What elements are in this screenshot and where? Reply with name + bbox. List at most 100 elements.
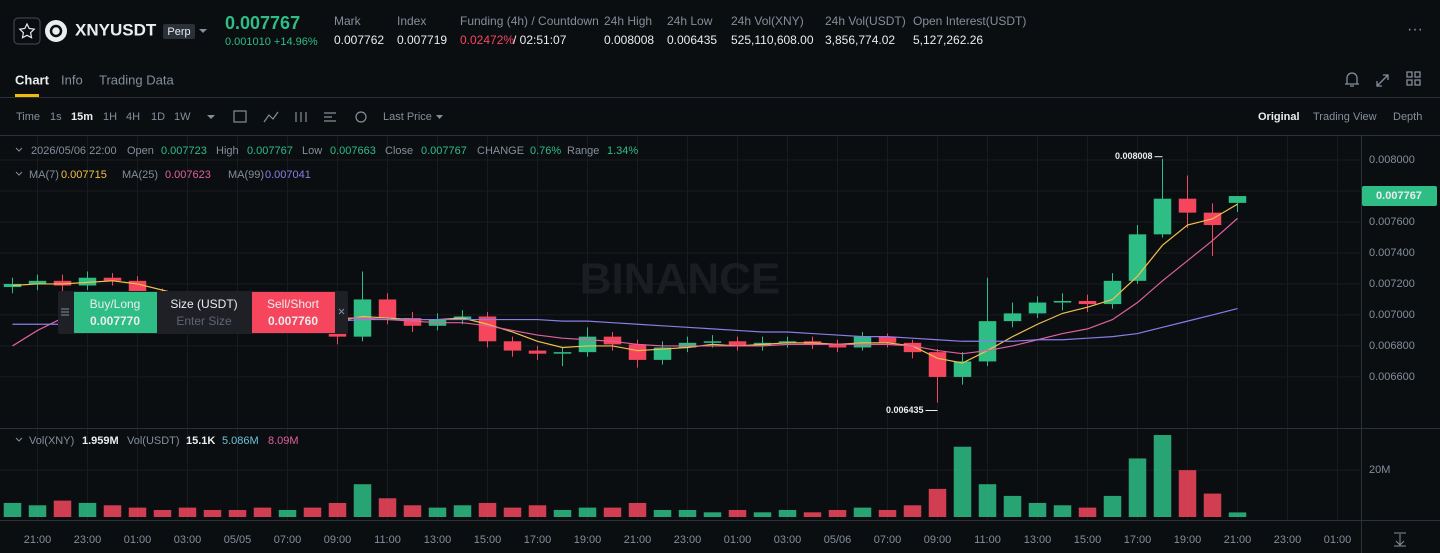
y-tick-label: 0.006600 [1369,371,1415,383]
sell-button[interactable] [252,292,335,333]
interval[interactable]: 15m [71,111,93,123]
candle-body [1003,313,1022,322]
candle-body [1178,198,1197,213]
x-tick-label: 21:00 [24,534,52,546]
collapse-icon[interactable] [15,437,23,442]
interval-caret[interactable] [207,115,215,119]
x-tick-label: 11:00 [374,534,401,546]
active-tab-indicator [15,94,39,97]
buy-button[interactable] [74,292,157,333]
fullscreen-icon[interactable] [1376,74,1389,87]
layout-icon[interactable] [1414,71,1421,78]
favorite-button[interactable] [13,17,41,45]
interval: Time [16,111,40,123]
ma-legend-value: 0.007041 [265,169,311,181]
ma-legend-value: 0.007715 [61,169,107,181]
volume-bar [328,502,347,517]
candle-body [378,299,397,319]
volume-bar [53,500,72,517]
size-input[interactable] [157,292,252,333]
high-annotation: 0.008008 [1115,151,1153,161]
tool-icons [233,110,367,123]
layout-icon[interactable] [1406,79,1413,86]
chart-actions [1345,71,1421,87]
volume-bar [28,505,47,517]
candle-body [778,341,797,343]
x-tick-label: 03:00 [174,534,202,546]
volume-bar [703,512,722,517]
stat-value: 525,110,608.00 [731,33,814,47]
candle-body [703,341,722,343]
x-tick-label: 03:00 [774,534,802,546]
view-option[interactable]: Original [1258,111,1300,123]
symbol-caret[interactable] [199,29,207,33]
layout-icon[interactable] [1406,71,1413,78]
last-price-label: 0.007767 [1376,190,1422,202]
ohlc-info: Close [385,145,413,157]
candle-body [478,316,497,342]
interval[interactable]: 1H [103,111,117,123]
ma-legend-name: MA(25) [122,169,158,181]
volume-bar [528,505,547,517]
price-type-caret[interactable] [436,115,443,119]
buy-price: 0.007770 [90,314,140,328]
x-tick-label: 19:00 [1174,534,1202,546]
interval[interactable]: 1s [50,111,62,123]
view-option[interactable]: Trading View [1313,111,1377,123]
settings-icon[interactable] [324,112,336,122]
volume-bar [678,509,697,517]
candle-body [103,277,122,281]
interval[interactable]: 4H [126,111,140,123]
symbol[interactable]: XNYUSDT [75,20,157,39]
candle-body [1053,300,1072,303]
candle-type-icon[interactable] [295,112,307,122]
interval[interactable]: 1W [174,111,191,123]
x-tick-label: 13:00 [424,534,452,546]
ohlc-info: High [216,145,239,157]
drag-handle[interactable] [61,308,69,316]
size-label: Size (USDT) [170,297,237,311]
volume-bar [1103,495,1122,517]
stat-label: Mark [334,14,362,28]
candle-body [503,341,522,351]
candle-body [28,280,47,284]
volume-bar [778,509,797,517]
price-type[interactable]: Last Price [383,111,432,123]
order-panel: Buy/Long 0.007770 Size (USDT) Enter Size… [58,291,348,334]
ohlc-info: 0.76% [530,145,561,157]
collapse-icon[interactable] [15,171,23,176]
alert-icon[interactable] [1345,72,1359,87]
tab[interactable]: Chart [15,72,50,87]
view-option[interactable]: Depth [1393,111,1422,123]
size-placeholder: Enter Size [176,314,232,328]
draw-icon[interactable] [355,111,367,123]
tab[interactable]: Trading Data [99,72,174,87]
volume-bar [578,507,597,517]
volume-bar [953,446,972,517]
volume-bar [3,502,22,517]
layout-icon[interactable] [1414,79,1421,86]
stat-label: 24h High [604,14,652,28]
volume-bar [1178,470,1197,517]
volume-bar [603,507,622,517]
labels: 0.006600 0.006800 0.007000 0.007200 0.007400… [15,145,1437,546]
volume-bar [1078,507,1097,517]
plot [3,158,1247,517]
tab[interactable]: Info [61,72,83,87]
candle-body [403,318,422,326]
volume-bar [253,507,272,517]
more-menu[interactable]: ··· [1407,21,1423,38]
stat-value: 0.02472% [460,33,514,47]
candle-body [603,336,622,345]
close-panel[interactable] [338,308,345,315]
x-tick-label: 01:00 [724,534,752,546]
volume-bar [1028,502,1047,517]
collapse-icon[interactable] [15,147,23,152]
indicator-icon[interactable] [263,111,279,123]
x-tick-label: 13:00 [1024,534,1052,546]
scroll-to-latest[interactable] [1394,532,1406,547]
interval[interactable]: 1D [151,111,165,123]
volume-bar [1228,512,1247,517]
calendar-icon[interactable] [233,110,247,123]
